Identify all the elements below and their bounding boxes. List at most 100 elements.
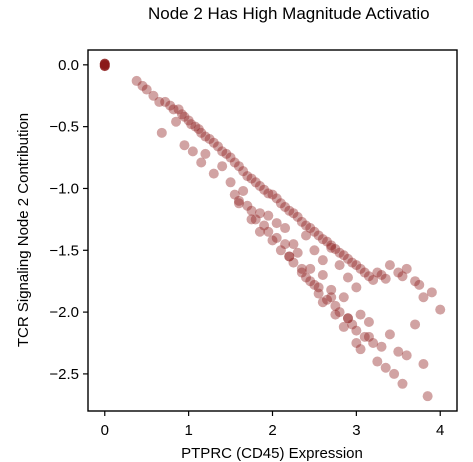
data-point <box>196 127 207 138</box>
data-point <box>267 189 278 200</box>
data-point <box>246 214 257 225</box>
data-point <box>200 131 211 142</box>
data-point <box>99 58 110 69</box>
data-point <box>254 180 265 191</box>
data-point <box>363 316 374 327</box>
data-point <box>229 189 240 200</box>
y-tick-label: 0.0 <box>58 57 79 74</box>
data-point <box>179 140 190 151</box>
data-point <box>347 319 358 330</box>
data-point <box>250 214 261 225</box>
data-point <box>137 80 148 91</box>
data-point <box>322 236 333 247</box>
data-point <box>305 276 316 287</box>
data-point <box>292 211 303 222</box>
data-point <box>233 195 244 206</box>
x-tick-label: 4 <box>436 422 444 439</box>
data-point <box>334 260 345 271</box>
data-point <box>190 121 201 132</box>
data-point <box>330 244 341 255</box>
data-point <box>259 220 270 231</box>
data-point <box>326 240 337 251</box>
data-point <box>233 198 244 209</box>
data-point <box>317 297 328 308</box>
data-point <box>242 171 253 182</box>
data-point <box>389 368 400 379</box>
data-point <box>338 321 349 332</box>
data-point <box>246 173 257 184</box>
data-point <box>168 104 179 115</box>
data-point <box>171 116 182 127</box>
data-point <box>338 250 349 261</box>
data-point <box>363 271 374 282</box>
data-point <box>418 292 429 303</box>
data-point <box>301 220 312 231</box>
data-point <box>355 309 366 320</box>
data-point <box>342 272 353 283</box>
data-point <box>176 109 187 120</box>
data-point <box>355 263 366 274</box>
data-point <box>301 230 312 241</box>
data-point <box>351 338 362 349</box>
data-point <box>326 292 337 303</box>
data-point <box>317 234 328 245</box>
data-point <box>173 104 184 115</box>
data-point <box>271 193 282 204</box>
data-point <box>363 331 374 342</box>
data-point <box>263 226 274 237</box>
data-point <box>326 242 337 253</box>
data-point <box>330 300 341 311</box>
data-point <box>397 378 408 389</box>
data-point <box>422 391 433 402</box>
data-point <box>384 329 395 340</box>
data-point <box>309 279 320 290</box>
data-point <box>418 359 429 370</box>
chart-title: Node 2 Has High Magnitude Activatio <box>148 4 430 23</box>
data-point <box>355 344 366 355</box>
data-point <box>242 200 253 211</box>
data-point <box>259 184 270 195</box>
y-axis-label: TCR Signaling Node 2 Contribution <box>15 113 32 347</box>
data-point <box>263 188 274 199</box>
data-point <box>238 185 249 196</box>
data-point <box>347 257 358 268</box>
data-point <box>401 350 412 361</box>
data-point <box>292 247 303 258</box>
data-point <box>217 161 228 172</box>
data-point <box>275 245 286 256</box>
data-point <box>330 309 341 320</box>
data-point <box>305 223 316 234</box>
data-point <box>296 267 307 278</box>
data-point <box>317 270 328 281</box>
data-point <box>204 134 215 145</box>
y-tick-label: −1.5 <box>49 242 79 259</box>
data-point <box>217 146 228 157</box>
data-point <box>156 127 167 138</box>
data-point <box>305 263 316 274</box>
data-point <box>131 75 142 86</box>
data-point <box>225 152 236 163</box>
data-point <box>280 239 291 250</box>
data-point <box>301 272 312 283</box>
x-tick-label: 1 <box>184 422 192 439</box>
data-point <box>384 260 395 271</box>
data-point <box>200 148 211 159</box>
data-point <box>179 111 190 122</box>
y-tick-label: −0.5 <box>49 119 79 136</box>
y-tick-label: −2.5 <box>49 366 79 383</box>
data-point <box>359 331 370 342</box>
data-point <box>435 304 446 315</box>
data-point <box>338 292 349 303</box>
data-point <box>246 205 257 216</box>
data-point <box>186 119 197 130</box>
data-point <box>380 273 391 284</box>
x-tick-label: 3 <box>352 422 360 439</box>
y-tick-label: −1.0 <box>49 180 79 197</box>
x-tick-label: 2 <box>268 422 276 439</box>
data-point <box>334 307 345 318</box>
data-point <box>271 218 282 229</box>
data-point <box>410 276 421 287</box>
data-point <box>288 257 299 268</box>
data-point <box>165 100 176 111</box>
